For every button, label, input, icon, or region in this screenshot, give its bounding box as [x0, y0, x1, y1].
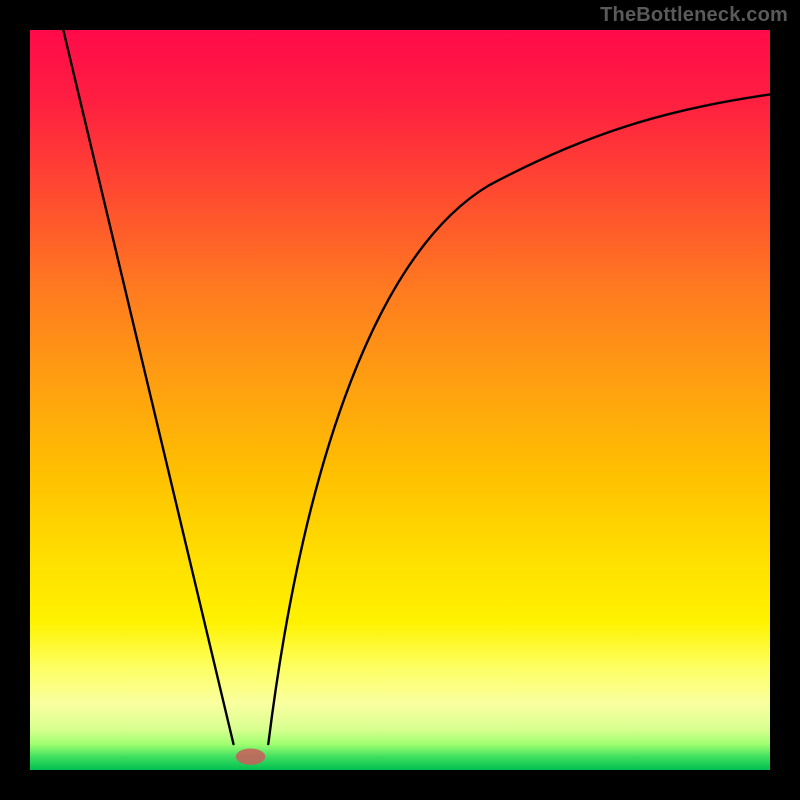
chart-container: TheBottleneck.com [0, 0, 800, 800]
plot-area [30, 30, 770, 770]
watermark-text: TheBottleneck.com [600, 4, 788, 27]
bottleneck-chart [30, 30, 770, 770]
minimum-marker [236, 749, 266, 765]
gradient-background [30, 30, 770, 770]
